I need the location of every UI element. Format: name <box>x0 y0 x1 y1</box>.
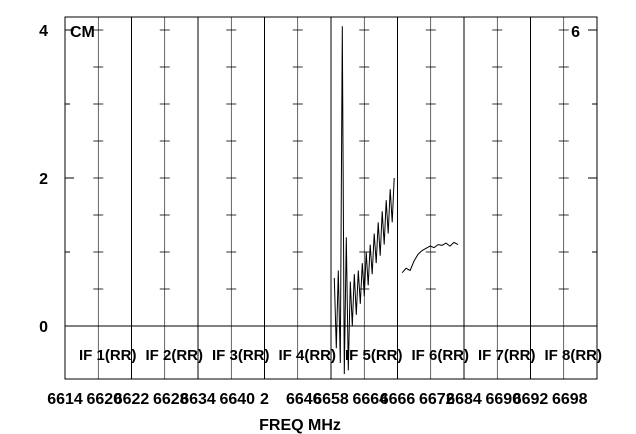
panel-label: IF 6(RR) <box>412 347 470 364</box>
x-axis-title: FREQ MHz <box>259 417 341 434</box>
x-tick-label: 6658 <box>313 391 349 408</box>
panel-label: IF 3(RR) <box>212 347 270 364</box>
data-series <box>333 26 459 375</box>
x-tick-label: 6640 <box>219 391 255 408</box>
y-tick-label: 2 <box>39 171 48 188</box>
grid-lines <box>65 17 597 379</box>
x-tick-label: 6690 <box>485 391 521 408</box>
x-tick-label: 6646 <box>286 391 322 408</box>
x-tick-label: 6614 <box>47 391 83 408</box>
panel-label: IF 5(RR) <box>345 347 403 364</box>
x-tick-label: 6698 <box>552 391 588 408</box>
x-tick-label: 6666 <box>380 391 416 408</box>
x-tick-label: 2 <box>260 391 269 408</box>
x-tick-label: 6622 <box>114 391 150 408</box>
if-panels: IF 1(RR) IF 2(RR) IF 3(RR) IF 4(RR) IF 5(RR)… <box>79 347 602 364</box>
x-tick-label: 6628 <box>153 391 189 408</box>
y-axis: 0 2 4 <box>39 23 597 336</box>
panel-label: IF 2(RR) <box>146 347 204 364</box>
corner-label-right: 6 <box>571 24 580 41</box>
y-tick-label: 4 <box>39 23 48 40</box>
panel-label: IF 1(RR) <box>79 347 137 364</box>
panel-label: IF 7(RR) <box>478 347 536 364</box>
x-tick-label: 6634 <box>180 391 216 408</box>
x-tick-label: 6672 <box>419 391 455 408</box>
series-line-if6 <box>401 241 459 274</box>
x-tick-label: 6664 <box>352 391 388 408</box>
panel-label: IF 8(RR) <box>545 347 603 364</box>
x-tick-label: 6692 <box>513 391 549 408</box>
corner-label-left: CM <box>70 24 95 41</box>
panel-label: IF 4(RR) <box>279 347 337 364</box>
x-tick-label: 6620 <box>86 391 122 408</box>
x-tick-label: 6684 <box>446 391 482 408</box>
series-line-if5 <box>333 26 395 375</box>
y-tick-label: 0 <box>39 319 48 336</box>
